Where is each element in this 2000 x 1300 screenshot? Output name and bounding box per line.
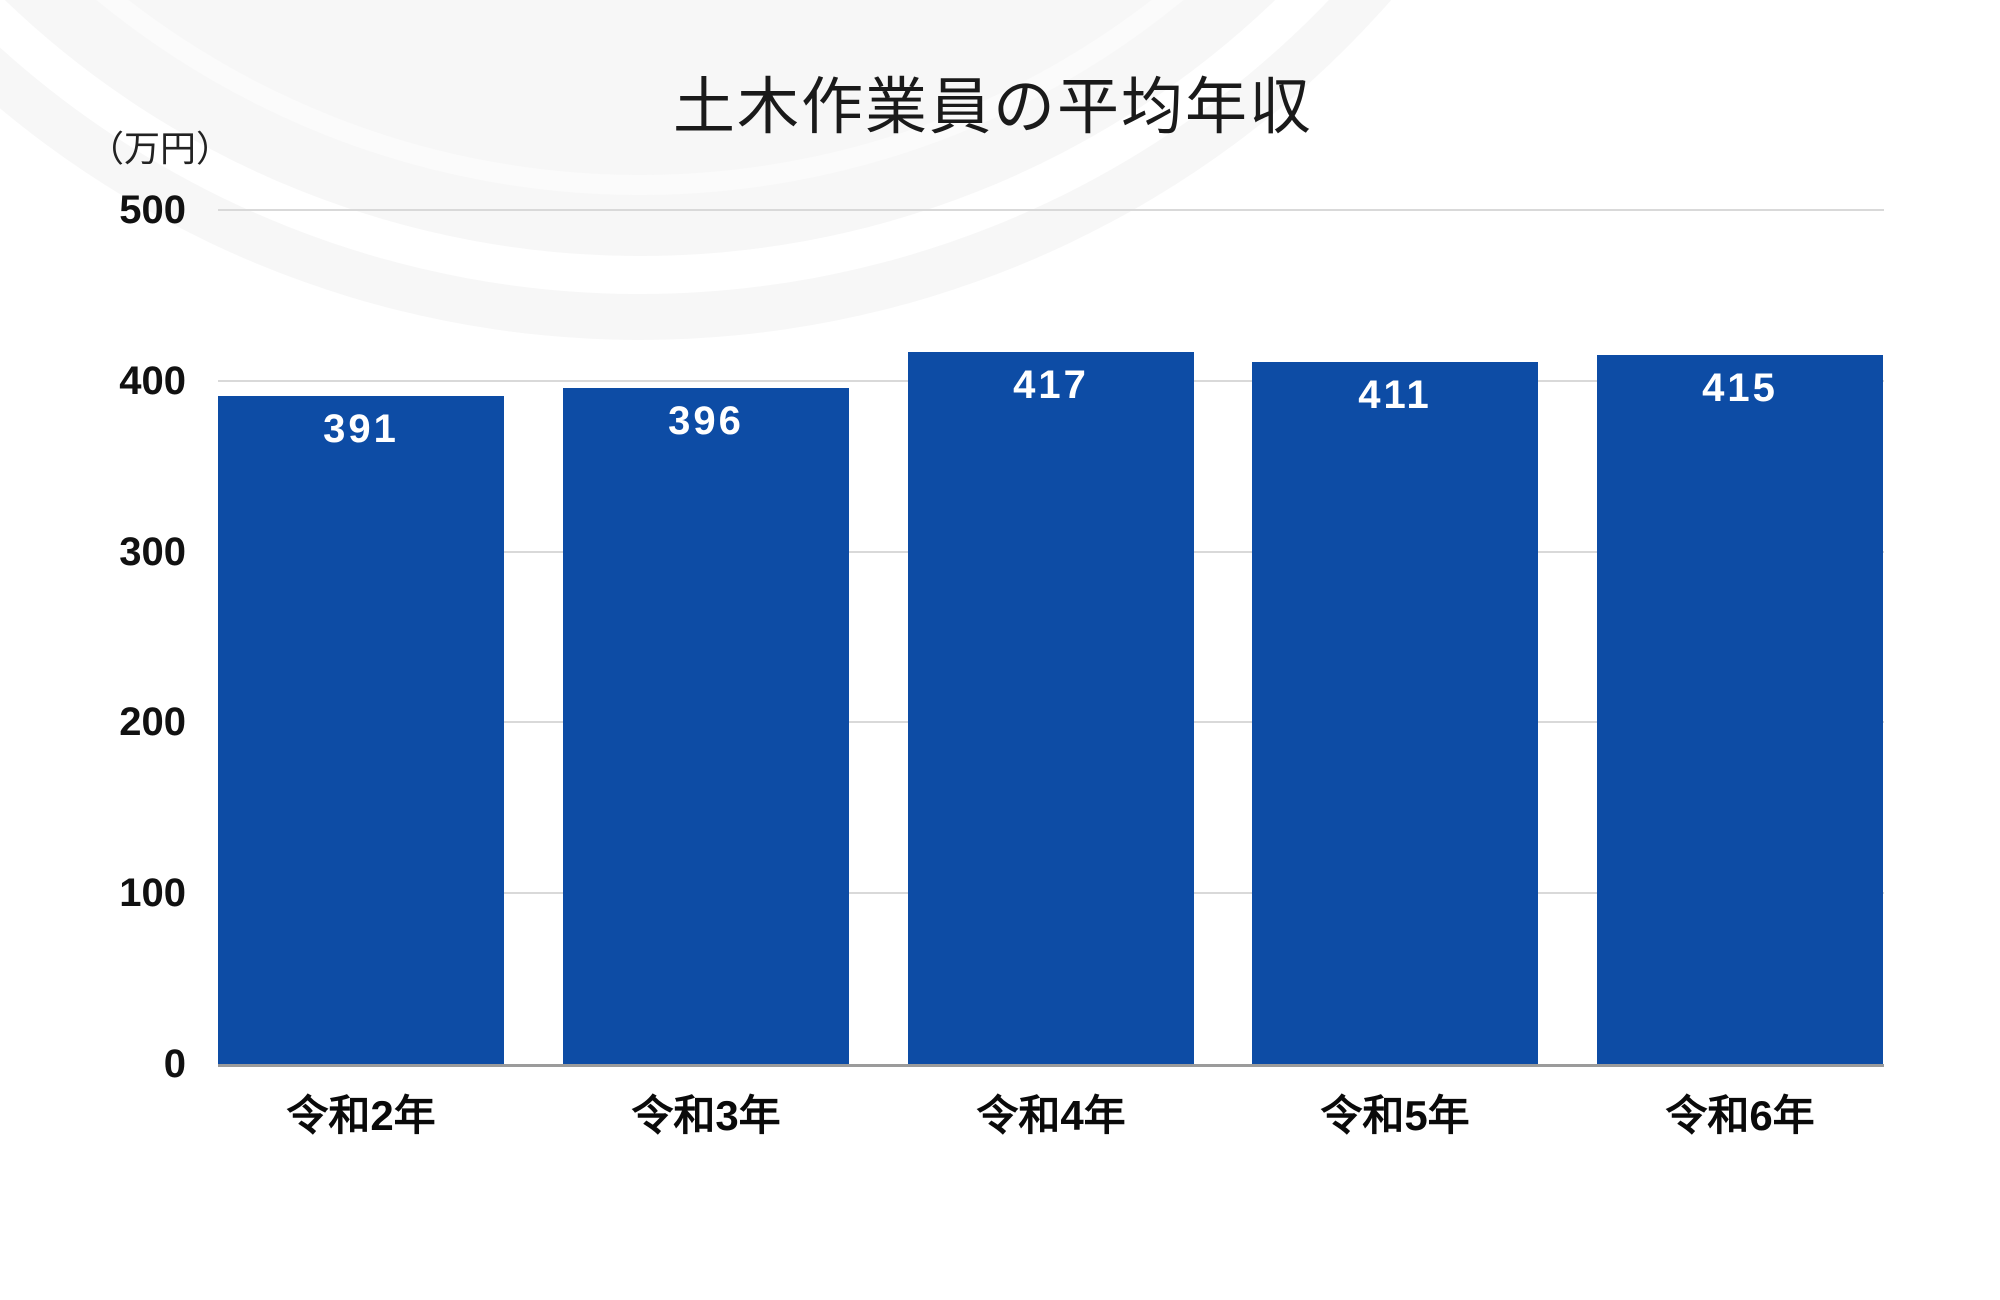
x-axis-category-label: 令和2年 [286,1092,436,1139]
y-axis-tick-label: 100 [119,871,186,915]
y-axis-tick-label: 0 [163,1042,186,1086]
y-axis-tick-label: 400 [119,359,186,403]
bar: 396 [563,388,849,1064]
bar-value-label: 415 [1702,366,1778,410]
bar-value-label: 417 [1013,363,1089,407]
y-axis-unit-label: （万円） [88,128,233,169]
x-axis-category-label: 令和4年 [976,1092,1126,1139]
bar: 415 [1597,355,1883,1064]
y-axis-tick-label: 500 [119,188,186,232]
y-axis-tick-label: 200 [119,700,186,744]
bar: 411 [1252,362,1538,1064]
bar: 417 [908,352,1194,1064]
x-axis-category-label: 令和5年 [1320,1092,1470,1139]
x-axis-category-label: 令和3年 [631,1092,781,1139]
chart-title: 土木作業員の平均年収 [672,73,1314,142]
y-axis-tick-label: 300 [119,530,186,574]
x-axis-category-label: 令和6年 [1665,1092,1815,1139]
bar-value-label: 391 [323,407,399,451]
gridline [218,209,1884,211]
bar-value-label: 396 [668,399,744,443]
bar-value-label: 411 [1358,373,1432,417]
x-axis-baseline [218,1064,1884,1067]
bar: 391 [218,396,504,1064]
